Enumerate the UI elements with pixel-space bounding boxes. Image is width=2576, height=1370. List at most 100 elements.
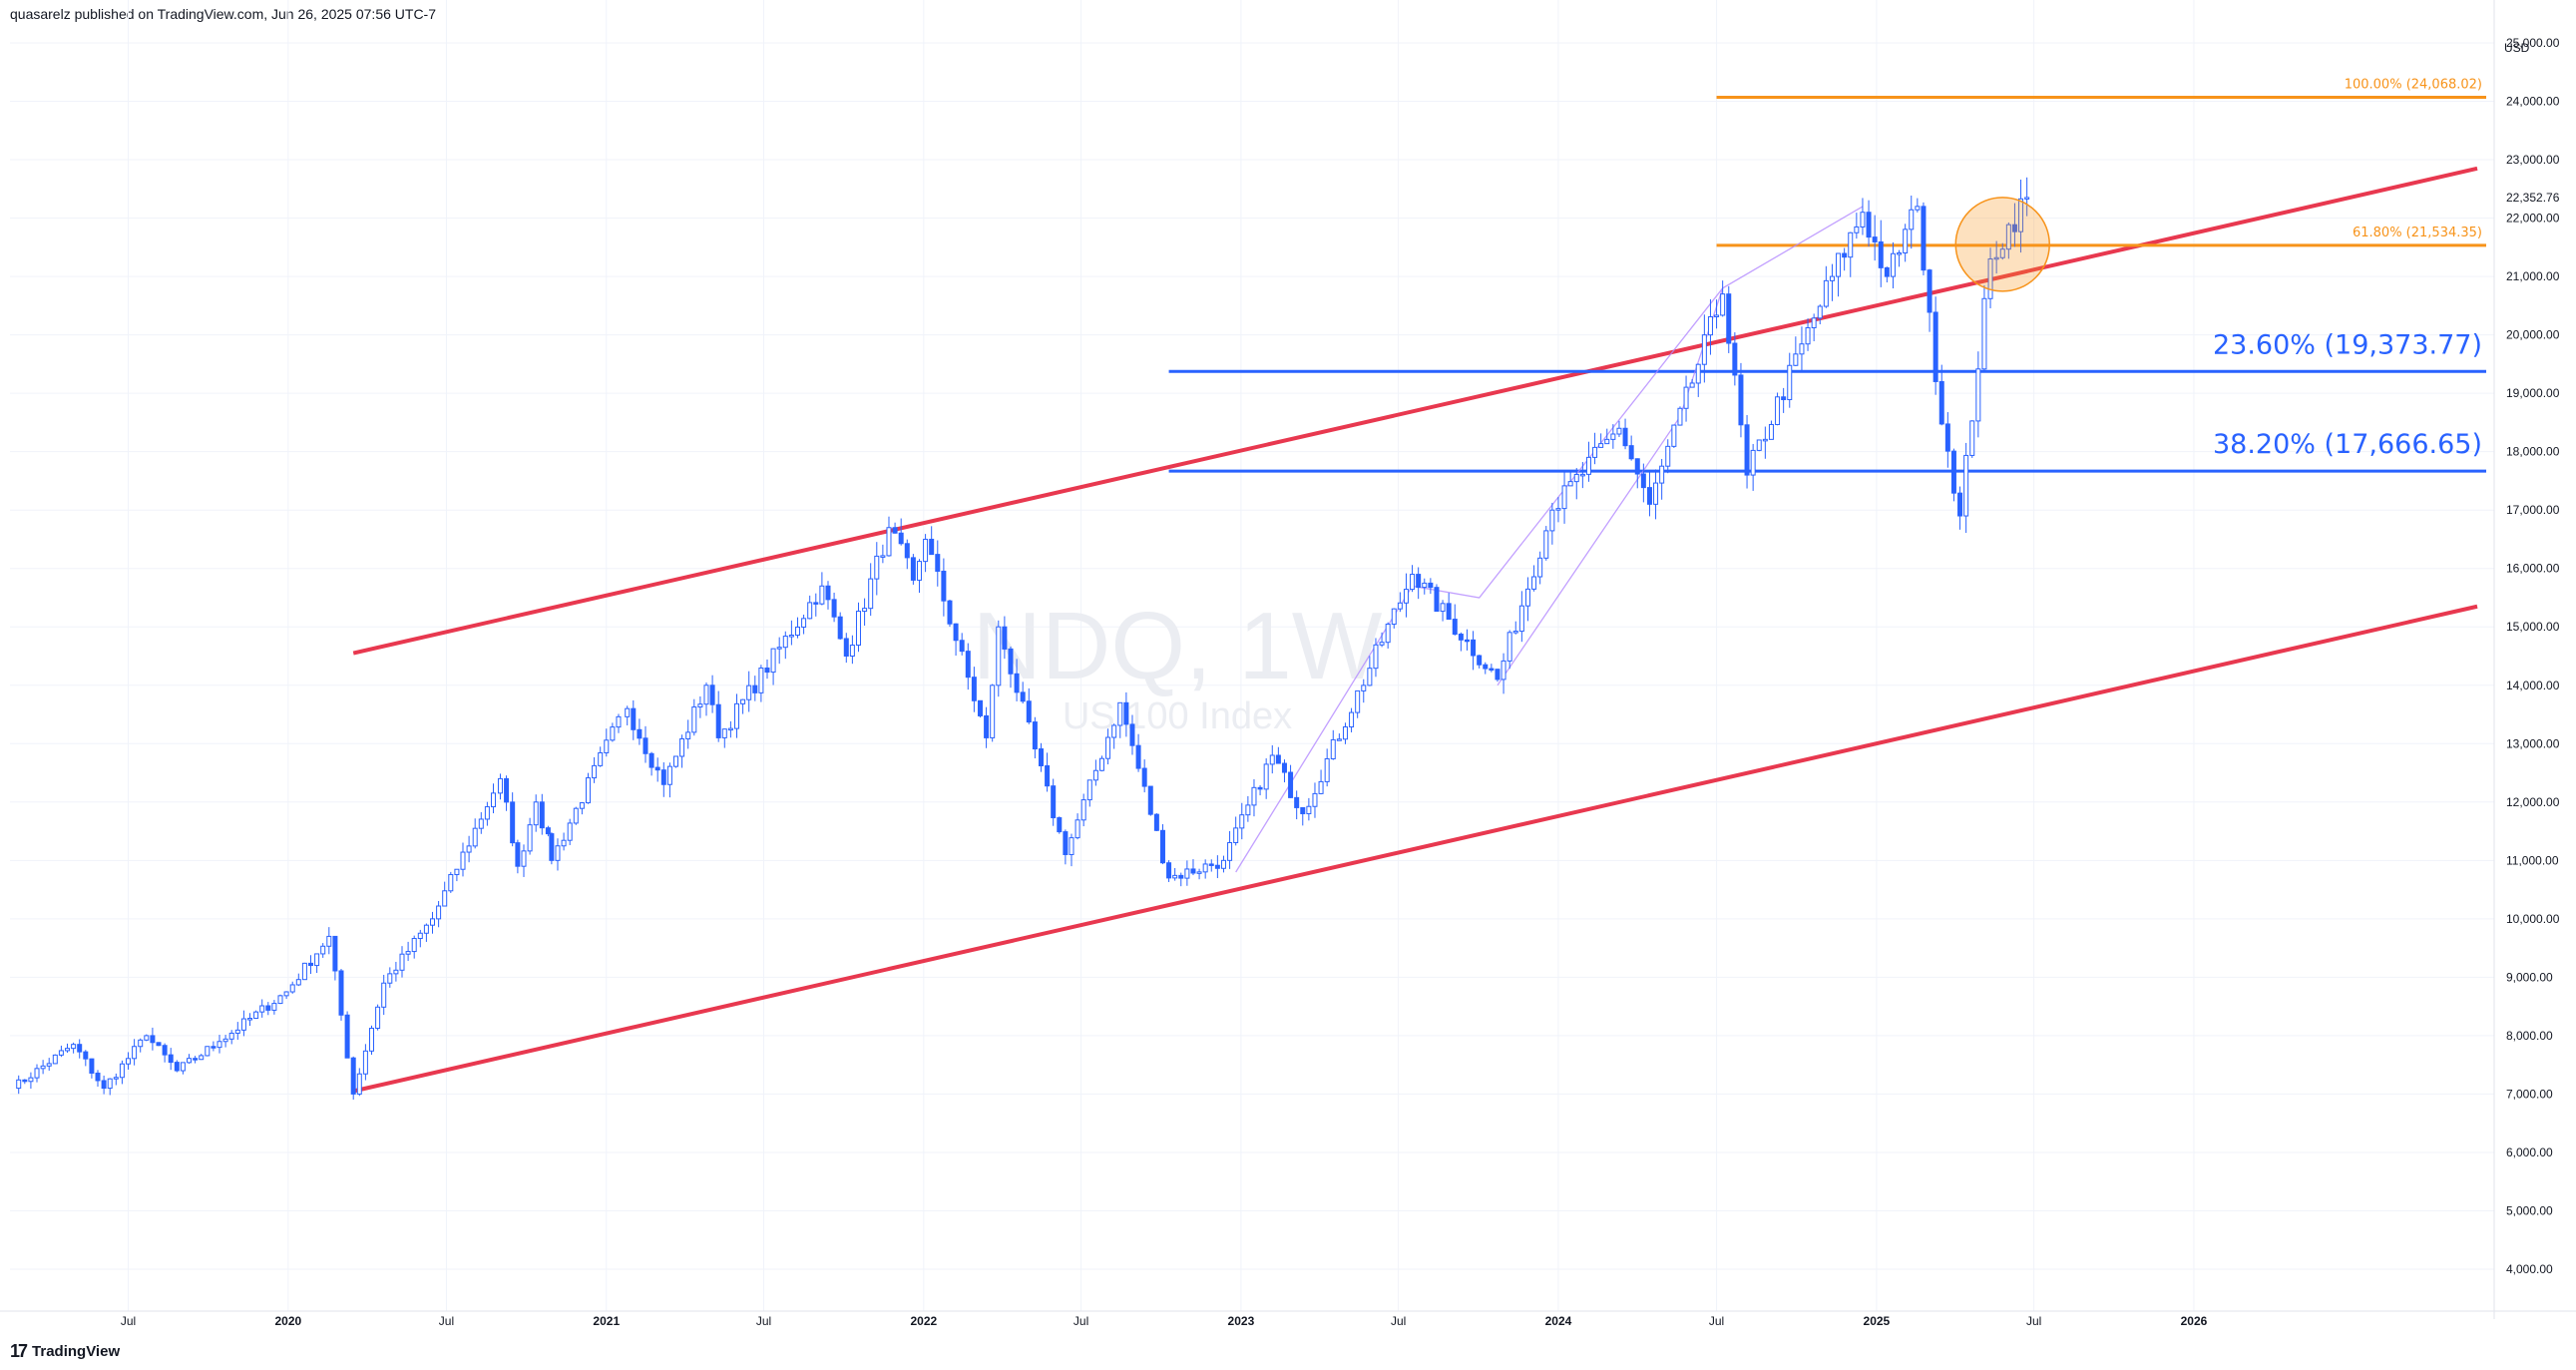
candle — [1567, 471, 1573, 487]
candle — [1159, 824, 1165, 865]
candle — [1324, 748, 1330, 787]
candle — [1950, 448, 1956, 502]
candle — [801, 614, 807, 635]
candle — [466, 835, 472, 863]
candle — [375, 1004, 381, 1031]
candle — [216, 1035, 222, 1054]
candle — [1628, 435, 1634, 461]
candle — [132, 1039, 138, 1066]
highlight-zone — [1954, 197, 2050, 292]
candle — [1756, 439, 1762, 452]
candle — [1884, 266, 1890, 283]
candle — [637, 718, 643, 745]
y-tick-label: 19,000.00 — [2506, 386, 2560, 400]
candle — [555, 838, 561, 871]
candle — [356, 1068, 362, 1097]
candle — [58, 1045, 64, 1058]
x-tick-label: Jul — [439, 1314, 454, 1328]
x-tick-label: 2023 — [1228, 1314, 1255, 1328]
candle — [1153, 813, 1159, 832]
candle — [837, 612, 843, 641]
candle — [1355, 689, 1361, 718]
candle — [1306, 797, 1312, 821]
candle — [448, 871, 454, 893]
candle — [679, 734, 685, 768]
candle — [393, 961, 399, 982]
candle — [156, 1042, 162, 1047]
candle — [910, 554, 916, 585]
candle — [631, 699, 637, 740]
candle — [1294, 790, 1300, 820]
candle — [228, 1030, 234, 1045]
candle — [770, 648, 776, 685]
candle — [533, 794, 539, 832]
candle — [703, 683, 709, 716]
candle — [442, 881, 448, 907]
candle — [752, 676, 758, 701]
candle — [579, 801, 585, 815]
candle — [625, 705, 631, 725]
candle — [947, 599, 953, 628]
candle — [1938, 364, 1944, 426]
candle — [1860, 198, 1866, 235]
candle — [1811, 313, 1817, 342]
candle — [417, 929, 423, 948]
candle — [1214, 855, 1220, 879]
candle — [1489, 664, 1495, 673]
candle — [40, 1060, 46, 1075]
candle — [1787, 352, 1793, 408]
candle — [813, 593, 819, 617]
fib-label: 38.20% (17,666.65) — [2213, 429, 2482, 460]
candle — [1909, 195, 1915, 249]
watermark: NDQ, 1W US 100 Index — [973, 593, 1383, 737]
candle — [1391, 608, 1397, 629]
candle — [162, 1043, 168, 1063]
candle — [794, 617, 800, 639]
fib-label: 23.60% (19,373.77) — [2213, 329, 2482, 360]
candle — [1008, 647, 1014, 688]
candle — [746, 671, 752, 712]
candle — [1616, 420, 1622, 437]
candle — [126, 1052, 132, 1070]
candle — [259, 999, 265, 1018]
candle — [610, 722, 616, 742]
candle — [697, 695, 703, 718]
candle — [1762, 426, 1768, 459]
candle — [174, 1060, 180, 1073]
candle — [1428, 578, 1434, 595]
candle — [672, 755, 678, 768]
candle — [1483, 662, 1489, 675]
y-tick-label: 25,000.00 — [2506, 36, 2560, 50]
candle — [350, 1056, 356, 1100]
candle — [831, 592, 837, 623]
candle — [1897, 249, 1903, 267]
candle — [119, 1060, 125, 1085]
candle — [46, 1058, 52, 1072]
candle — [1257, 784, 1263, 796]
candle — [1312, 782, 1318, 818]
candle — [782, 631, 788, 660]
candle — [1932, 296, 1938, 395]
candle — [776, 637, 782, 665]
candle — [1361, 679, 1367, 703]
candle — [222, 1035, 228, 1048]
candle — [855, 602, 861, 653]
candle — [1032, 716, 1038, 759]
x-tick-label: 2022 — [910, 1314, 937, 1328]
candle — [2011, 203, 2017, 247]
candle — [1775, 392, 1781, 426]
candle — [1086, 779, 1092, 807]
tradingview-footer[interactable]: 17 TradingView — [10, 1341, 120, 1362]
candle — [65, 1043, 71, 1053]
candle — [573, 806, 579, 825]
candle — [28, 1072, 34, 1090]
candle — [1098, 755, 1104, 772]
candle — [1014, 659, 1020, 701]
candle — [1038, 742, 1044, 772]
candle — [504, 775, 510, 811]
candle — [411, 935, 417, 959]
y-tick-label: 18,000.00 — [2506, 445, 2560, 459]
candle — [1092, 759, 1098, 786]
projection-lines — [1235, 206, 1864, 873]
